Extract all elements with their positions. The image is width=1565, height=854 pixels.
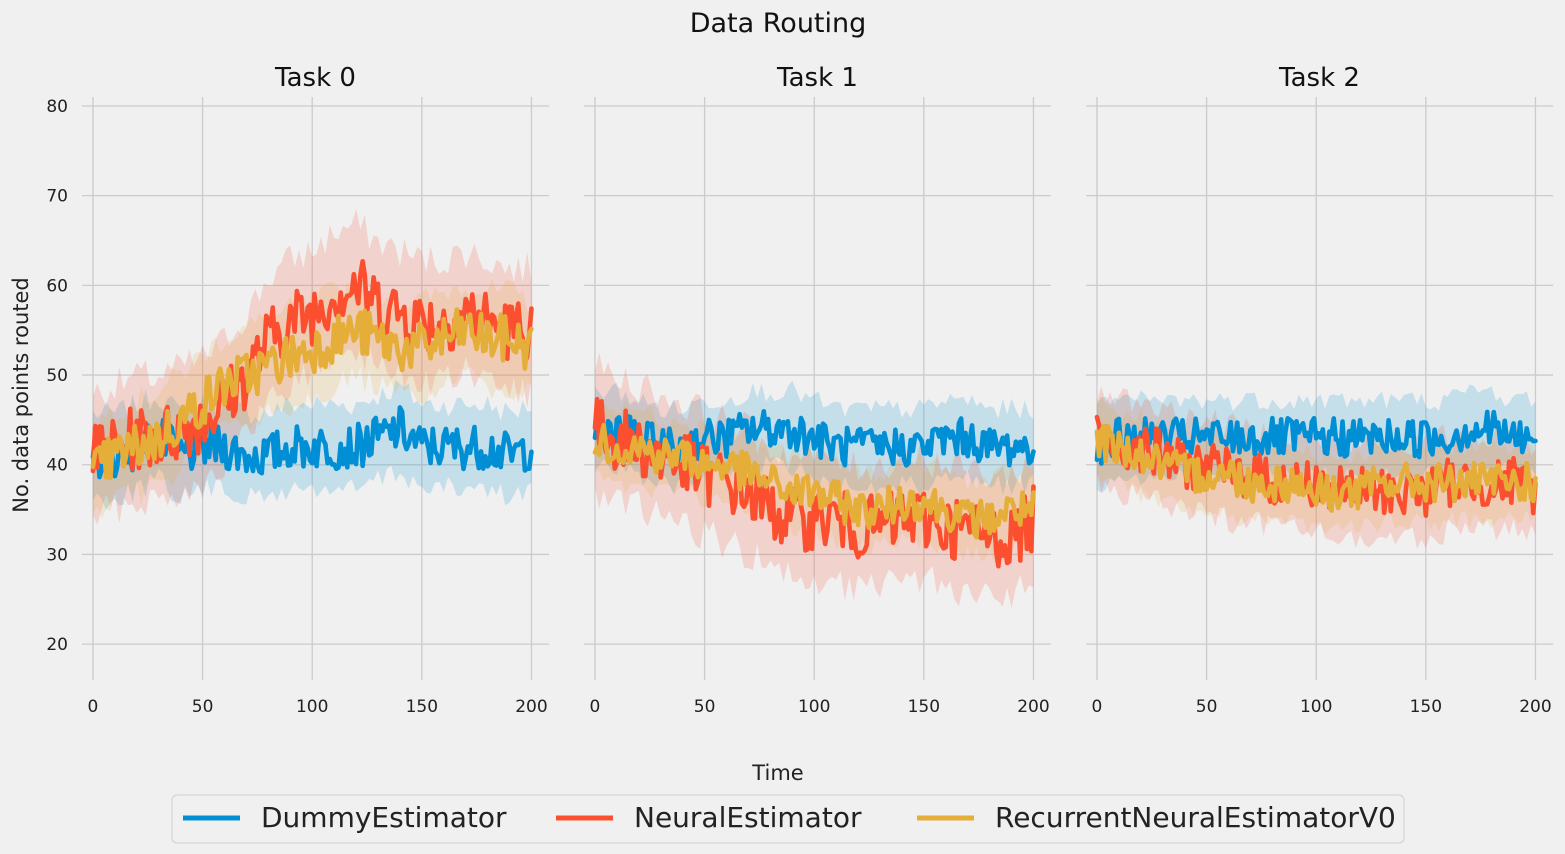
x-tick-label: 0 (88, 697, 99, 717)
panel-1: 0 50 100 150 200 Task 1 (584, 63, 1051, 717)
legend: DummyEstimator NeuralEstimator RecurrentNe… (171, 794, 1405, 844)
x-tick-label: 100 (296, 697, 328, 717)
x-tick-label: 50 (694, 697, 716, 717)
y-tick-label: 70 (46, 187, 68, 207)
x-tick-label: 100 (798, 697, 830, 717)
panel-title: Task 1 (776, 63, 858, 93)
y-tick-label: 60 (46, 276, 68, 296)
x-axis-label: Time (751, 761, 803, 785)
band-RecurrentNeuralEstimatorV0 (92, 274, 532, 519)
y-axis-label: No. data points routed (9, 277, 33, 513)
x-tick-label: 150 (908, 697, 940, 717)
panel-0: 0 50 100 150 200 20 30 40 50 60 70 80 Task 0 (46, 63, 549, 717)
y-tick-label: 50 (46, 366, 68, 386)
series-line-RecurrentNeuralEstimatorV0 (1094, 423, 1538, 513)
x-tick-label: 0 (590, 697, 601, 717)
x-tick-label: 100 (1300, 697, 1332, 717)
x-tick-label: 200 (515, 697, 547, 717)
x-tick-label: 0 (1092, 697, 1103, 717)
x-tick-label: 150 (1410, 697, 1442, 717)
legend-label: NeuralEstimator (634, 801, 862, 834)
x-tick-label: 50 (192, 697, 214, 717)
x-tick-label: 150 (406, 697, 438, 717)
chart-title: Data Routing (690, 8, 867, 39)
series-line-RecurrentNeuralEstimatorV0 (90, 307, 534, 481)
series-line-DummyEstimator (1094, 409, 1538, 466)
y-tick-label: 40 (46, 456, 68, 476)
series-line-DummyEstimator (592, 408, 1036, 468)
panels: 0 50 100 150 200 20 30 40 50 60 70 80 Task 0 0 50 100 15… (46, 63, 1553, 717)
legend-label: DummyEstimator (261, 801, 507, 834)
y-tick-label: 20 (46, 635, 68, 655)
x-tick-label: 200 (1017, 697, 1049, 717)
x-tick-label: 200 (1519, 697, 1551, 717)
series-line-RecurrentNeuralEstimatorV0 (592, 422, 1036, 540)
panel-2: 0 50 100 150 200 Task 2 (1086, 63, 1553, 717)
legend-box (171, 794, 1405, 844)
panel-title: Task 0 (274, 63, 356, 93)
series-line-DummyEstimator (90, 405, 534, 480)
legend-label: RecurrentNeuralEstimatorV0 (995, 801, 1396, 834)
panel-title: Task 2 (1278, 63, 1360, 93)
x-tick-label: 50 (1196, 697, 1218, 717)
y-tick-label: 30 (46, 545, 68, 565)
y-tick-label: 80 (46, 97, 68, 117)
